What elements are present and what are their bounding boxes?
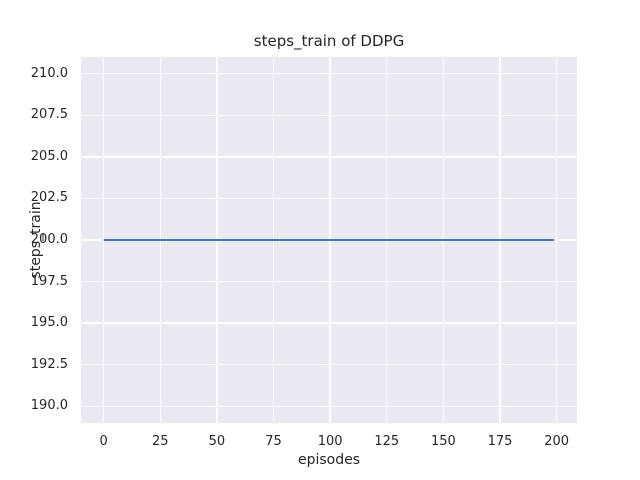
x-axis-label: episodes bbox=[297, 452, 361, 468]
y-tick-label: 195.0 bbox=[30, 315, 68, 331]
x-tick-label: 150 bbox=[430, 434, 456, 449]
horizontal-gridline bbox=[81, 405, 577, 408]
x-tick-label: 75 bbox=[265, 434, 282, 449]
plot-area bbox=[81, 57, 577, 423]
x-tick-label: 25 bbox=[151, 434, 169, 449]
y-tick-label: 192.5 bbox=[30, 356, 68, 372]
horizontal-gridline bbox=[81, 114, 577, 116]
horizontal-gridline bbox=[81, 72, 577, 75]
horizontal-gridline bbox=[81, 156, 577, 158]
x-tick-label: 0 bbox=[99, 434, 108, 449]
horizontal-gridline bbox=[81, 197, 577, 200]
x-tick-label: 50 bbox=[208, 434, 226, 449]
x-tick-label: 100 bbox=[317, 434, 343, 449]
x-tick-label: 175 bbox=[487, 434, 513, 449]
horizontal-gridline bbox=[81, 322, 577, 324]
y-tick-label: 207.5 bbox=[30, 107, 68, 123]
y-tick-label: 190.0 bbox=[30, 398, 68, 414]
horizontal-gridline bbox=[81, 364, 577, 366]
x-tick-label: 125 bbox=[374, 434, 400, 449]
y-tick-label: 205.0 bbox=[30, 148, 68, 164]
y-tick-label: 200.0 bbox=[30, 232, 68, 247]
y-tick-label: 197.5 bbox=[30, 273, 68, 289]
horizontal-gridline bbox=[81, 280, 577, 283]
y-axis-label: steps_train bbox=[28, 201, 44, 279]
x-tick-label: 200 bbox=[544, 434, 570, 449]
chart-title: steps_train of DDPG bbox=[253, 32, 405, 50]
series-layer bbox=[103, 239, 555, 241]
y-tick-label: 202.5 bbox=[30, 190, 68, 206]
y-tick-label: 210.0 bbox=[30, 65, 68, 81]
